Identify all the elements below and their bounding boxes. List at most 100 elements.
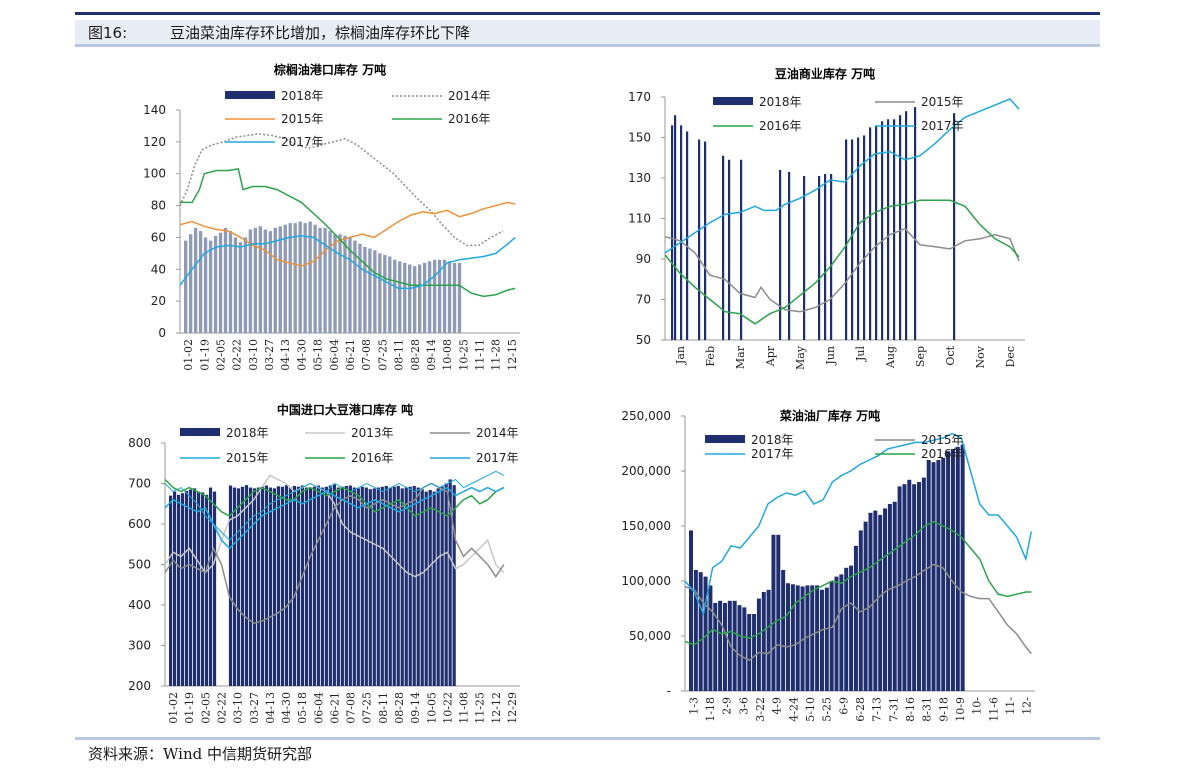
bar [184,240,188,333]
x-tick-label: 07-08 [345,692,358,724]
bar [264,485,269,686]
bar [280,486,285,686]
bar [253,227,258,333]
legend-swatch [705,435,745,443]
bar [368,489,372,686]
bar [358,243,362,333]
bar [208,240,213,333]
bar [324,486,328,686]
bar [756,598,761,691]
bar [272,488,277,686]
bar [878,515,883,691]
bar [403,262,407,333]
bar [448,479,452,686]
x-tick-label: 6-9 [837,697,850,715]
chart-title: 豆油商业库存 万吨 [775,66,875,81]
bar [887,504,892,691]
x-tick-label: 06-04 [312,692,325,724]
x-tick-label: 10-22 [441,692,454,724]
y-tick-label: 250,000 [621,409,671,423]
bar [417,264,422,333]
x-tick-label: 08-28 [393,692,406,724]
bar [353,240,357,333]
bar [819,589,824,691]
bar [946,451,951,691]
x-tick-label: 11- [1004,697,1017,715]
y-tick-label: 50,000 [629,629,671,643]
series-line [664,227,1020,313]
bar [883,508,888,691]
bar [795,585,800,691]
bar [747,614,752,691]
bar [845,139,848,340]
bar [412,485,416,686]
bar [818,175,821,340]
bar [788,171,791,340]
bar [328,231,332,333]
legend-label: 2017年 [921,119,964,133]
bar [907,479,912,691]
bar [689,530,693,691]
bar [824,587,829,691]
figure-title: 豆油菜油库存环比增加，棕榈油库存环比下降 [170,24,471,42]
y-tick-label: 40 [151,262,166,276]
bar [318,227,322,333]
bar [340,486,344,686]
x-tick-label: 8-31 [921,697,934,722]
bar [273,227,277,333]
x-tick-label: 7-31 [887,697,900,722]
bar [193,227,198,333]
x-tick-label: 10- [971,697,984,715]
bar [304,487,308,686]
bar [936,460,941,691]
x-tick-label: 03-27 [248,692,261,724]
bar [693,570,698,691]
bar [931,462,936,691]
x-tick-label: 01-02 [182,339,195,371]
x-tick-label: 4-9 [771,697,784,715]
x-tick-label: 07-25 [361,692,374,724]
series-line [164,478,505,517]
x-tick-label: 3-22 [754,697,767,722]
header-top-rule [75,12,1100,15]
bar [834,576,839,691]
x-tick-label: 8-16 [904,697,917,722]
header-bottom-rule [75,44,1100,47]
bar [233,237,238,333]
bar [432,491,436,686]
bar [728,159,731,340]
series-line [179,235,516,290]
bar [344,485,348,686]
bar [427,261,432,333]
x-tick-label: 04-30 [280,692,293,724]
bar [292,485,297,686]
bar [348,237,352,333]
imported-soybean-port-inventory-chart: 中国进口大豆港口库存 吨 200 300 400 500 600 700 800 01-02 01… [128,402,520,724]
bar [388,487,392,686]
x-tick-label: 01-19 [198,339,211,371]
bar [392,486,396,686]
x-tick-label: Mar [734,345,747,369]
series-line [164,486,505,550]
bar [447,261,452,333]
x-tick-label: 01-02 [167,692,180,724]
bar [914,107,917,340]
x-tick-label: 9-18 [937,697,950,722]
bar [313,224,317,333]
bar [955,446,960,691]
x-tick-label: 02-22 [215,692,228,724]
x-tick-label: 09-14 [409,692,422,724]
bar [803,175,806,340]
bar [213,235,218,333]
bar [912,484,917,691]
bar [440,486,444,686]
bar [824,173,827,340]
x-tick-label: Jan [674,346,687,365]
x-tick-label: 11-11 [474,339,487,371]
bar [393,259,397,333]
bar [776,534,781,691]
y-tick-label: 200 [128,679,151,693]
x-tick-label: 1-18 [704,697,717,722]
x-tick-label: 03-27 [263,339,276,371]
legend-label: 2015年 [281,112,324,126]
